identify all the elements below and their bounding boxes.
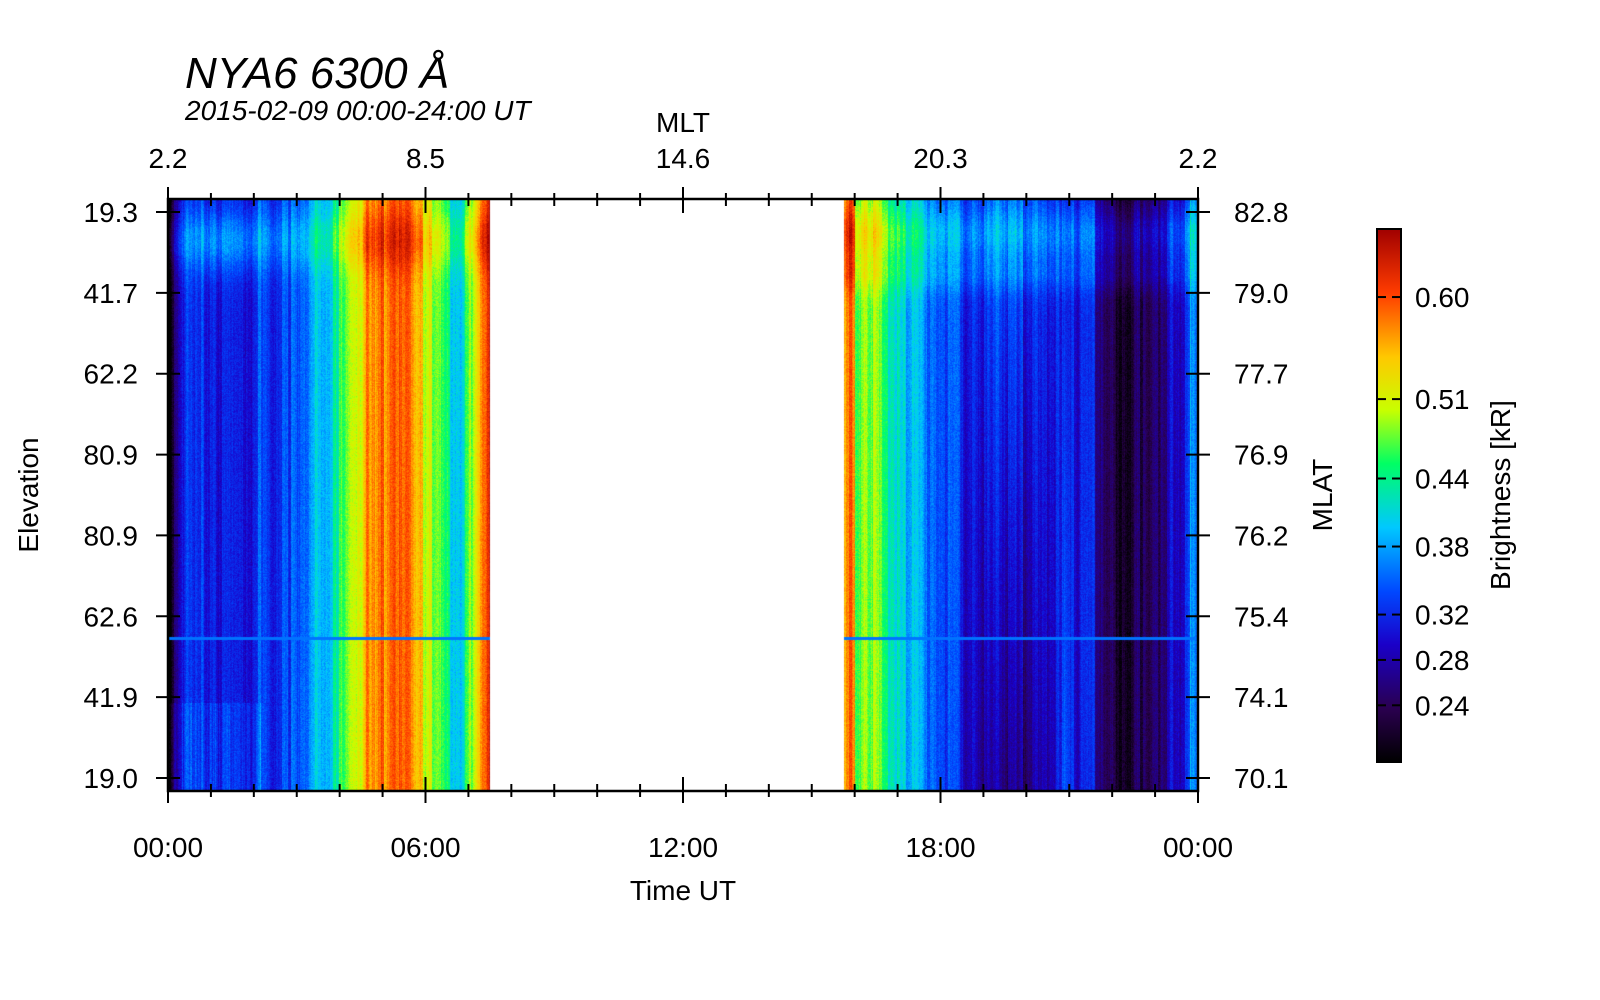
colorbar-tick-label: 0.38: [1415, 532, 1470, 563]
colorbar-tick-label: 0.60: [1415, 282, 1470, 313]
right-axis-label: MLAT: [1307, 459, 1338, 532]
top-tick-label: 20.3: [913, 143, 968, 174]
top-tick-label: 14.6: [656, 143, 711, 174]
y-axis-right: 82.8 79.0 77.7 76.9 76.2 75.4 74.1 70.1: [1186, 197, 1289, 794]
y-tick-label: 41.7: [84, 278, 139, 309]
colorbar: [1376, 228, 1402, 763]
chart-title: NYA6 6300 Å: [185, 49, 449, 98]
right-tick-label: 70.1: [1234, 763, 1289, 794]
x-tick-label: 18:00: [905, 832, 975, 863]
colorbar-label: Brightness [kR]: [1485, 400, 1516, 590]
top-tick-label: 2.2: [1179, 143, 1218, 174]
y-tick-label: 80.9: [84, 520, 139, 551]
right-tick-label: 74.1: [1234, 682, 1289, 713]
y-tick-label: 62.2: [84, 359, 139, 390]
y-tick-label: 19.0: [84, 763, 139, 794]
y-tick-label: 80.9: [84, 440, 139, 471]
y-axis-label: Elevation: [13, 437, 44, 552]
x-tick-label: 12:00: [648, 832, 718, 863]
y-tick-label: 62.6: [84, 601, 139, 632]
colorbar-tick-label: 0.44: [1415, 463, 1470, 494]
x-axis: 00:00 06:00 12:00 18:00 00:00: [133, 777, 1233, 863]
right-tick-label: 76.2: [1234, 520, 1289, 551]
right-tick-label: 82.8: [1234, 197, 1289, 228]
colorbar-tick-label: 0.32: [1415, 600, 1470, 631]
colorbar-tick-label: 0.24: [1415, 690, 1470, 721]
right-tick-label: 77.7: [1234, 359, 1289, 390]
chart-subtitle: 2015-02-09 00:00-24:00 UT: [184, 95, 532, 126]
colorbar-ticks: 0.60 0.51 0.44 0.38 0.32 0.28 0.24: [1377, 282, 1470, 721]
x-tick-label: 00:00: [1163, 832, 1233, 863]
right-tick-label: 79.0: [1234, 278, 1289, 309]
x-tick-label: 06:00: [390, 832, 460, 863]
y-tick-label: 19.3: [84, 197, 139, 228]
x-tick-label: 00:00: [133, 832, 203, 863]
right-tick-label: 75.4: [1234, 601, 1289, 632]
top-tick-label: 8.5: [406, 143, 445, 174]
y-tick-label: 41.9: [84, 682, 139, 713]
x-axis-label: Time UT: [630, 875, 736, 906]
right-tick-label: 76.9: [1234, 440, 1289, 471]
top-tick-label: 2.2: [149, 143, 188, 174]
y-axis-left: 19.3 41.7 62.2 80.9 80.9 62.6 41.9 19.0: [84, 197, 180, 794]
heatmap-image: [168, 199, 1198, 791]
top-axis-label: MLT: [656, 107, 710, 138]
colorbar-tick-label: 0.51: [1415, 384, 1470, 415]
keogram-heatmap: [168, 199, 1198, 791]
colorbar-tick-label: 0.28: [1415, 645, 1470, 676]
top-axis: 2.2 8.5 14.6 20.3 2.2: [149, 143, 1218, 213]
